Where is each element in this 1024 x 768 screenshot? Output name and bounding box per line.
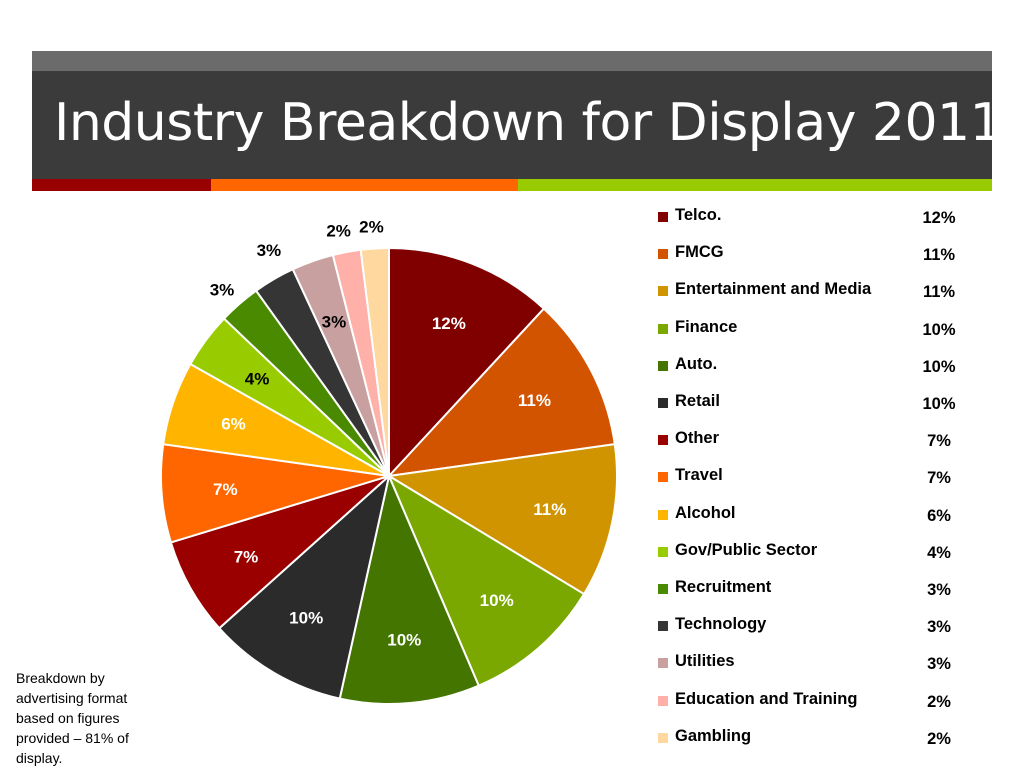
legend-item: Recruitment 3% xyxy=(658,572,998,609)
legend-label: Other xyxy=(675,429,720,448)
legend-label: Entertainment and Media xyxy=(675,280,872,299)
legend-value: 11% xyxy=(922,246,956,265)
pie-slice-2 xyxy=(386,443,618,596)
slide-title: Industry Breakdown for Display 2011 xyxy=(54,93,1003,153)
legend-value: 3% xyxy=(927,618,951,637)
legend-swatch xyxy=(658,621,668,632)
footnote: Breakdown by advertising format based on… xyxy=(16,670,129,766)
legend-value: 6% xyxy=(927,506,951,525)
legend-label: FMCG xyxy=(675,243,724,262)
legend-swatch xyxy=(658,398,668,408)
pie-data-label-7: 7% xyxy=(213,480,238,499)
pie-slice-4 xyxy=(338,472,481,705)
pie-slice-1 xyxy=(386,307,616,478)
accent-segment-green xyxy=(518,179,992,191)
legend-item: Retail 10% xyxy=(658,386,998,423)
pie-data-label-10: 3% xyxy=(210,280,235,299)
legend-item: Entertainment and Media 11% xyxy=(658,274,998,311)
pie-slice-5 xyxy=(217,473,391,700)
legend-swatch xyxy=(658,658,668,669)
legend-swatch xyxy=(658,472,668,483)
legend-value: 12% xyxy=(922,209,956,227)
pie-data-label-5: 10% xyxy=(289,609,323,628)
legend-swatch xyxy=(658,360,668,371)
legend-swatch xyxy=(658,286,668,297)
pie-data-label-12: 3% xyxy=(322,312,347,331)
legend-label: Recruitment xyxy=(675,578,772,596)
legend-label: Gambling xyxy=(675,726,752,745)
pie-slice-0 xyxy=(388,246,546,479)
legend-item: Technology 3% xyxy=(658,609,998,646)
legend-item: Auto. 10% xyxy=(658,349,998,386)
legend-value: 3% xyxy=(927,655,951,674)
legend-label: Travel xyxy=(675,466,723,485)
pie-data-label-8: 6% xyxy=(221,414,246,433)
legend-item: Education and Training 2% xyxy=(658,684,998,721)
legend-value: 11% xyxy=(922,283,956,302)
legend-item: FMCG 11% xyxy=(658,237,998,274)
pie-slice-14 xyxy=(359,246,390,477)
legend-item: Alcohol 6% xyxy=(658,498,998,535)
accent-segment-orange xyxy=(211,179,518,191)
legend-item: Gambling 2% xyxy=(658,721,998,758)
legend-swatch xyxy=(658,435,668,446)
pie-data-label-11: 3% xyxy=(257,241,282,260)
legend-value: 3% xyxy=(927,581,951,599)
legend-value: 10% xyxy=(922,395,956,413)
legend-item: Utilities 3% xyxy=(658,646,998,683)
legend-swatch xyxy=(658,509,668,520)
pie-data-label-0: 12% xyxy=(432,314,466,333)
accent-strip xyxy=(32,179,992,191)
legend-label: Auto. xyxy=(675,354,718,373)
legend-item: Travel 7% xyxy=(658,460,998,497)
legend-item: Finance 10% xyxy=(658,312,998,349)
legend-label: Retail xyxy=(675,392,720,410)
legend-swatch xyxy=(658,546,668,557)
accent-segment-red xyxy=(32,179,211,191)
title-bar: Industry Breakdown for Display 2011 xyxy=(32,71,1003,179)
legend-label: Finance xyxy=(675,317,738,336)
legend-value: 10% xyxy=(922,357,956,376)
pie-data-label-2: 11% xyxy=(533,500,566,519)
legend-value: 10% xyxy=(922,320,956,339)
legend-value: 4% xyxy=(927,543,951,562)
pie-data-label-14: 2% xyxy=(359,217,384,236)
pie-data-label-9: 4% xyxy=(245,369,270,388)
legend-item: Gov/Public Sector 4% xyxy=(658,535,998,572)
legend-value: 7% xyxy=(927,432,951,451)
pie-data-label-1: 11% xyxy=(518,391,551,410)
title-bar-top-stripe xyxy=(32,51,992,71)
legend-value: 2% xyxy=(927,729,951,748)
legend-swatch xyxy=(658,732,668,743)
legend-swatch xyxy=(658,695,668,706)
legend-swatch xyxy=(658,323,668,334)
legend-label: Technology xyxy=(675,615,767,634)
legend-label: Alcohol xyxy=(675,503,736,522)
legend-label: Utilities xyxy=(675,652,735,671)
legend-item: Other 7% xyxy=(658,423,998,460)
legend-swatch xyxy=(658,212,668,222)
pie-slice-3 xyxy=(386,473,586,687)
legend-label: Gov/Public Sector xyxy=(675,540,818,559)
pie-data-label-4: 10% xyxy=(387,630,421,649)
legend-swatch xyxy=(658,249,668,260)
pie-data-label-3: 10% xyxy=(480,591,514,610)
legend-label: Telco. xyxy=(675,206,722,224)
pie-data-label-6: 7% xyxy=(234,548,259,567)
pie-data-label-13: 2% xyxy=(326,221,351,240)
legend-swatch xyxy=(658,584,668,594)
legend-value: 2% xyxy=(927,692,951,711)
legend-item: Telco. 12% xyxy=(658,200,998,237)
legend-label: Education and Training xyxy=(675,689,858,708)
legend-value: 7% xyxy=(927,469,951,488)
